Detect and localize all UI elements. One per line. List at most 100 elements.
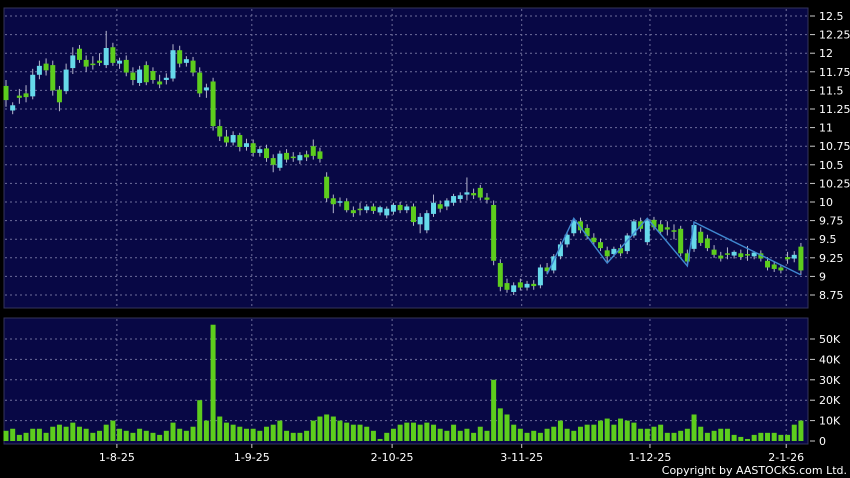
candle-up	[644, 220, 650, 243]
volume-bar	[537, 432, 543, 441]
volume-bar	[791, 424, 797, 441]
candle-down	[785, 257, 791, 260]
volume-bar	[711, 430, 717, 441]
candle-up	[691, 225, 697, 249]
volume-bar	[210, 324, 216, 441]
price-tick-label: 10.5	[819, 159, 844, 172]
volume-bar	[364, 426, 370, 441]
date-tick-label: 3-11-25	[500, 451, 543, 464]
volume-bar	[277, 420, 283, 441]
volume-bar	[157, 434, 163, 441]
date-axis: 1-8-25 1-9-25 2-10-25 3-11-25 1-12-25 2-1-26	[99, 444, 804, 464]
candle-down	[744, 254, 750, 256]
date-tick-label: 1-12-25	[628, 451, 671, 464]
price-tick-label: 9	[819, 270, 826, 283]
candle-up	[337, 201, 343, 203]
volume-bar	[177, 428, 183, 441]
volume-bar	[83, 428, 89, 441]
candle-down	[237, 135, 243, 147]
volume-bar	[344, 422, 350, 441]
volume-bar	[417, 424, 423, 441]
volume-tick-label: 0	[819, 435, 826, 448]
volume-bar	[350, 424, 356, 441]
candle-down	[223, 136, 229, 143]
candle-down	[56, 89, 62, 103]
candle-down	[143, 65, 149, 83]
candle-down	[497, 263, 503, 287]
candle-up	[243, 143, 249, 147]
candle-up	[170, 50, 176, 79]
candle-down	[370, 206, 376, 211]
candle-up	[257, 149, 263, 153]
volume-bar	[691, 414, 697, 441]
volume-bar	[531, 430, 537, 441]
volume-bar	[16, 434, 22, 441]
candle-down	[310, 146, 316, 156]
candle-down	[684, 253, 690, 262]
candle-down	[504, 283, 510, 290]
candle-up	[464, 192, 470, 195]
volume-bar	[724, 428, 730, 441]
volume-bar	[731, 434, 737, 441]
candle-up	[103, 47, 109, 66]
candle-up	[431, 202, 437, 214]
volume-bar	[544, 428, 550, 441]
candle-down	[290, 156, 296, 159]
candle-down	[270, 158, 276, 165]
candle-down	[97, 60, 103, 63]
candle-down	[43, 63, 49, 71]
volume-bar	[217, 416, 223, 441]
price-tick-label: 9.25	[819, 252, 844, 265]
candle-down	[250, 143, 256, 153]
candle-up	[571, 220, 577, 234]
volume-bar	[183, 430, 189, 441]
volume-bar	[63, 426, 69, 441]
date-tick-label: 1-9-25	[234, 451, 270, 464]
volume-bar	[143, 430, 149, 441]
volume-bar	[664, 432, 670, 441]
volume-bar	[23, 432, 29, 441]
candle-down	[591, 237, 597, 243]
candle-down	[3, 85, 9, 101]
candle-down	[531, 283, 537, 287]
volume-bar	[230, 424, 236, 441]
candle-down	[284, 152, 290, 160]
candle-down	[651, 219, 657, 228]
candle-down	[671, 230, 677, 232]
volume-bar	[584, 424, 590, 441]
candle-up	[277, 153, 283, 168]
price-axis: 12.5 12.25 12 11.75 11.5 11.25 11 10.75 10.5 10.2…	[810, 10, 850, 302]
volume-bar	[678, 430, 684, 441]
candle-down	[698, 231, 704, 243]
volume-bar	[290, 432, 296, 441]
volume-bar	[76, 426, 82, 441]
candle-up	[63, 69, 69, 92]
volume-bar	[604, 418, 610, 441]
candle-down	[210, 81, 216, 127]
volume-bar	[264, 426, 270, 441]
volume-bar	[471, 432, 477, 441]
volume-bar	[598, 420, 604, 441]
price-tick-label: 8.75	[819, 289, 844, 302]
volume-bar	[785, 434, 791, 441]
volume-tick-label: 10K	[819, 415, 841, 428]
candle-up	[30, 74, 36, 97]
price-tick-label: 10.75	[819, 140, 850, 153]
volume-bar	[410, 422, 416, 441]
candle-down	[397, 204, 403, 211]
candle-down	[76, 48, 82, 60]
volume-bar	[243, 428, 249, 441]
volume-bar	[457, 430, 463, 441]
volume-bar	[771, 432, 777, 441]
volume-bar	[377, 438, 383, 441]
volume-bar	[451, 424, 457, 441]
volume-bar	[477, 426, 483, 441]
candle-down	[477, 187, 483, 198]
candle-up	[751, 252, 757, 257]
price-tick-label: 12	[819, 47, 833, 60]
candle-up	[70, 55, 76, 69]
candle-up	[551, 256, 557, 271]
volume-bar	[3, 430, 9, 441]
candle-down	[704, 238, 710, 249]
